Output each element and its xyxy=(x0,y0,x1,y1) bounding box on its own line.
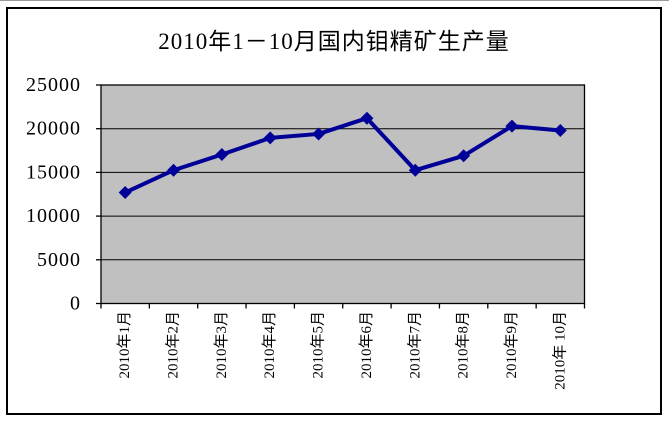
data-point-marker xyxy=(553,123,567,137)
x-axis-tick-label: 2010年8月 xyxy=(455,311,472,379)
y-axis-tick-label: 10000 xyxy=(26,205,81,227)
data-point-marker xyxy=(118,186,132,200)
x-axis-tick-label: 2010年3月 xyxy=(213,311,230,379)
y-axis-tick-label: 5000 xyxy=(37,249,81,271)
plot-area xyxy=(100,84,586,305)
y-axis-tick-label: 15000 xyxy=(26,161,81,183)
data-point-marker xyxy=(263,131,277,145)
data-point-marker xyxy=(215,147,229,161)
series-line xyxy=(123,116,563,195)
x-axis-tick-label: 2010年5月 xyxy=(310,311,327,379)
y-axis-tick-label: 25000 xyxy=(26,74,81,96)
x-axis-tick-label: 2010年1月 xyxy=(116,311,133,379)
x-axis-tick-label: 2010年2月 xyxy=(165,311,182,379)
data-point-marker xyxy=(360,111,374,125)
y-axis-tick-label: 20000 xyxy=(26,118,81,140)
data-point-marker xyxy=(505,119,519,133)
data-point-marker xyxy=(408,163,422,177)
data-point-marker xyxy=(167,163,181,177)
x-axis-tick-label: 2010年4月 xyxy=(261,311,278,379)
data-point-marker xyxy=(312,127,326,141)
x-axis-tick-label: 2010年9月 xyxy=(503,311,520,379)
y-axis-tick-label: 0 xyxy=(70,293,81,315)
x-axis-tick-label: 2010年6月 xyxy=(358,311,375,379)
data-point-marker xyxy=(457,149,471,163)
x-axis-tick-label: 2010年7月 xyxy=(406,311,423,379)
chart-title: 2010年1－10月国内钼精矿生产量 xyxy=(158,29,510,54)
x-axis-tick-label: 2010年 10月 xyxy=(551,311,568,390)
top-edge-line xyxy=(0,0,669,1)
